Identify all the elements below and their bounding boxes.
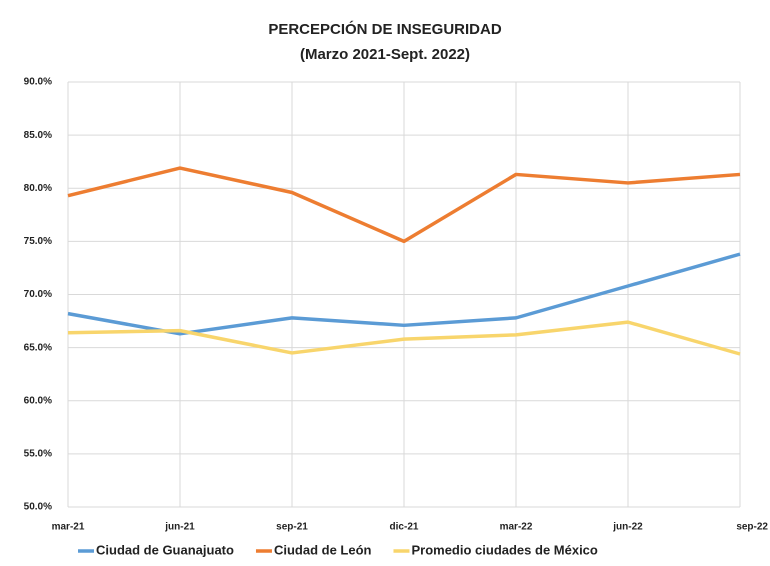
x-tick-label: jun-21 (164, 522, 195, 533)
legend-label: Ciudad de Guanajuato (96, 542, 234, 557)
x-tick-label: sep-22 (736, 522, 768, 533)
x-tick-label: mar-22 (500, 522, 533, 533)
chart-title: PERCEPCIÓN DE INSEGURIDAD (268, 20, 502, 38)
x-tick-label: dic-21 (390, 522, 419, 533)
y-tick-label: 70.0% (24, 289, 52, 300)
x-tick-label: mar-21 (52, 522, 85, 533)
series-line (67, 166, 741, 244)
y-tick-label: 80.0% (24, 183, 52, 194)
y-tick-label: 60.0% (24, 395, 52, 406)
y-tick-label: 90.0% (24, 77, 52, 88)
y-tick-label: 55.0% (24, 449, 52, 460)
legend-label: Ciudad de León (274, 542, 372, 557)
y-tick-label: 75.0% (24, 236, 52, 247)
y-tick-label: 65.0% (24, 342, 52, 353)
series-line (67, 320, 741, 356)
x-tick-label: sep-21 (276, 522, 308, 533)
y-tick-label: 85.0% (24, 130, 52, 141)
y-tick-label: 50.0% (24, 502, 52, 513)
series-line (67, 252, 741, 336)
legend-label: Promedio ciudades de México (411, 542, 597, 557)
chart-subtitle: (Marzo 2021-Sept. 2022) (300, 46, 470, 63)
x-tick-label: jun-22 (612, 522, 643, 533)
